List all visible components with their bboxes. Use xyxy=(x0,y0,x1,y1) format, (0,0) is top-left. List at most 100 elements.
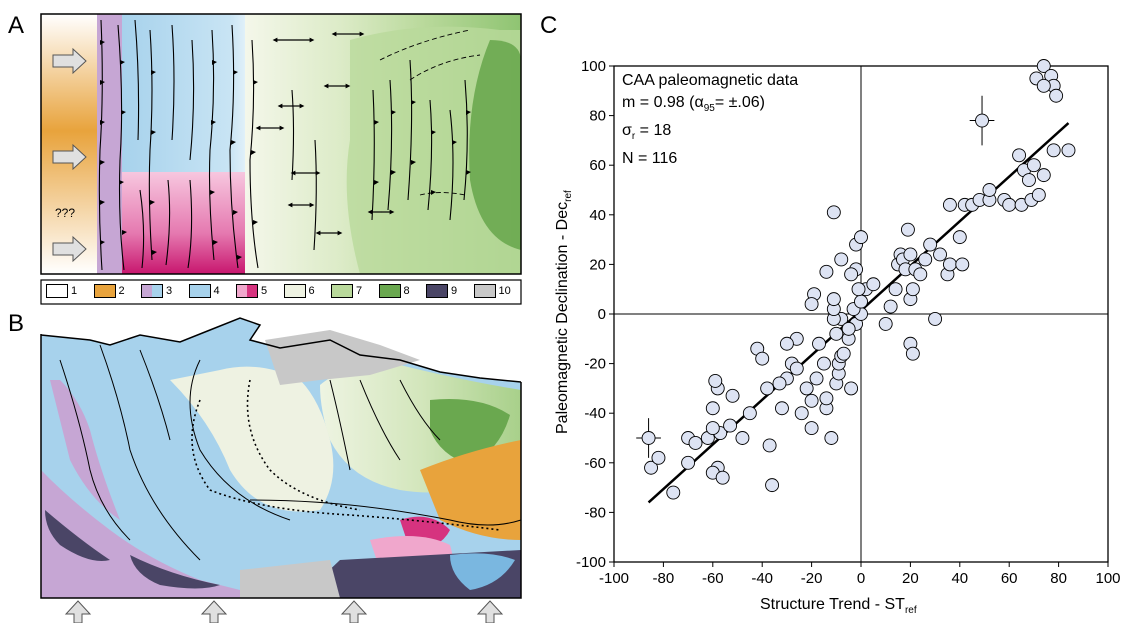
data-point xyxy=(903,247,918,262)
data-point xyxy=(878,316,893,331)
legend-item-8: 8 xyxy=(378,283,410,299)
thrust-teeth xyxy=(100,40,471,260)
data-point xyxy=(826,292,841,307)
legend-item-10: 10 xyxy=(473,283,511,299)
x-tick-label: 20 xyxy=(902,570,919,587)
dashed-lines xyxy=(379,29,481,196)
chart-annotation: CAA paleomagnetic data m = 0.98 (α95= ±.… xyxy=(622,70,798,170)
data-point xyxy=(844,267,859,282)
data-point-errorbar xyxy=(641,431,656,445)
y-tick-label: -40 xyxy=(584,405,606,422)
legend-item-9: 9 xyxy=(426,283,457,299)
data-point xyxy=(1022,173,1036,188)
data-point xyxy=(826,205,841,220)
data-point xyxy=(982,183,997,197)
legend-swatch xyxy=(473,284,496,298)
data-point xyxy=(928,312,943,326)
data-point xyxy=(1002,197,1017,212)
legend-item-1: 1 xyxy=(46,283,77,299)
annotation-line-4: N = 116 xyxy=(622,150,678,168)
data-point xyxy=(760,381,775,396)
panel-a-map xyxy=(40,13,522,305)
data-point xyxy=(1061,143,1076,158)
b-lines xyxy=(59,344,522,561)
x-tick-label: -100 xyxy=(599,570,629,587)
data-point xyxy=(952,230,967,245)
data-point xyxy=(819,391,834,406)
data-point xyxy=(666,485,681,500)
y-tick-label: 60 xyxy=(589,157,606,174)
data-point xyxy=(1012,148,1027,163)
data-point xyxy=(1036,168,1051,183)
data-point xyxy=(804,421,819,436)
data-point xyxy=(819,264,834,279)
y-tick-label: 100 xyxy=(581,58,606,75)
legend-label: 2 xyxy=(118,285,125,297)
x-tick-label: -60 xyxy=(702,570,724,587)
fold-axes xyxy=(255,31,395,236)
thrust-lines xyxy=(98,19,468,271)
data-point xyxy=(715,470,730,485)
legend-label: 1 xyxy=(71,285,78,297)
legend-label: 8 xyxy=(403,285,410,297)
data-point xyxy=(1031,188,1046,202)
x-tick-label: -40 xyxy=(751,570,773,587)
y-tick-label: -80 xyxy=(584,504,606,521)
data-point xyxy=(809,371,824,386)
data-point xyxy=(789,361,804,376)
legend-item-2: 2 xyxy=(93,283,125,299)
x-tick-label: -80 xyxy=(653,570,675,587)
data-point xyxy=(725,388,740,403)
legend-swatch xyxy=(236,284,258,298)
panel-label-c: C xyxy=(540,12,558,39)
data-point xyxy=(841,321,856,336)
data-point xyxy=(866,277,881,292)
data-point xyxy=(735,431,750,445)
y-tick-label: 0 xyxy=(598,306,606,323)
data-point xyxy=(651,450,666,465)
data-point xyxy=(918,252,933,267)
data-point xyxy=(824,431,839,445)
data-point xyxy=(742,406,757,421)
data-point xyxy=(913,267,928,282)
legend-item-6: 6 xyxy=(283,283,315,299)
data-point xyxy=(723,418,738,433)
y-tick-label: 80 xyxy=(589,108,606,125)
data-point xyxy=(834,252,849,267)
x-tick-label: 0 xyxy=(857,570,865,587)
panel-label-a: A xyxy=(8,12,25,39)
data-point xyxy=(705,421,720,436)
y-tick-label: -100 xyxy=(576,554,606,571)
y-axis-title: Paleomagnetic Declination - Decref xyxy=(553,190,575,434)
data-point xyxy=(844,381,859,396)
data-point xyxy=(933,247,947,262)
data-point xyxy=(799,381,814,396)
data-point xyxy=(755,351,770,366)
x-axis-title: Structure Trend - STref xyxy=(760,596,917,617)
data-point xyxy=(854,230,868,245)
legend-label: 5 xyxy=(261,285,268,297)
data-point xyxy=(955,257,970,272)
x-tick-label: 60 xyxy=(1001,570,1018,587)
data-point xyxy=(644,460,658,475)
data-point xyxy=(804,297,819,312)
data-point xyxy=(817,356,831,371)
legend-swatch xyxy=(283,284,306,298)
legend-label: 3 xyxy=(166,285,173,297)
question-label: ??? xyxy=(55,206,76,220)
annotation-line-3: σr = 18 xyxy=(622,122,672,143)
data-point xyxy=(1036,78,1051,93)
legend-swatch xyxy=(46,284,68,298)
data-point xyxy=(851,282,866,297)
legend-label: 10 xyxy=(498,285,511,297)
data-point xyxy=(888,282,903,297)
data-point xyxy=(905,346,920,361)
scatter-chart: -100 -80 -60 -40 -20 0 20 40 60 80 100 -100 -80 -60 -4… xyxy=(576,58,1121,587)
data-point xyxy=(688,436,703,450)
data-point xyxy=(854,294,868,309)
legend-swatch xyxy=(188,284,211,298)
b-dotted-lines xyxy=(191,379,501,531)
data-point xyxy=(1046,143,1061,158)
legend-item-3: 3 xyxy=(141,283,172,299)
